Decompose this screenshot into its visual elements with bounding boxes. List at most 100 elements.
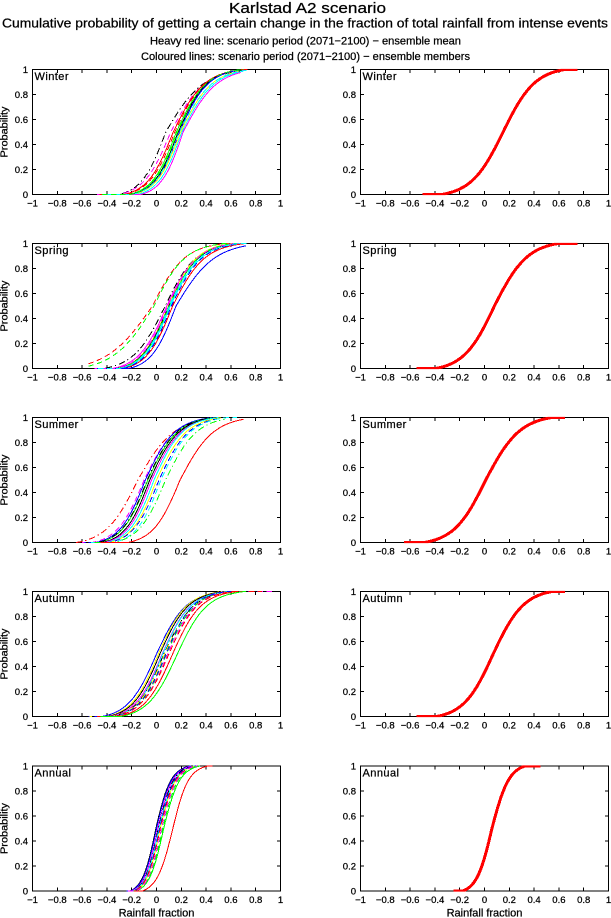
svg-text:−0.2: −0.2 bbox=[122, 895, 141, 906]
svg-text:−0.8: −0.8 bbox=[376, 546, 395, 557]
svg-text:0: 0 bbox=[154, 720, 159, 731]
svg-text:−1: −1 bbox=[27, 546, 38, 557]
svg-text:−0.4: −0.4 bbox=[426, 895, 445, 906]
svg-text:−0.8: −0.8 bbox=[376, 895, 395, 906]
svg-text:0.8: 0.8 bbox=[343, 786, 356, 797]
svg-text:0: 0 bbox=[23, 886, 28, 897]
svg-text:0.2: 0.2 bbox=[15, 687, 28, 698]
svg-text:1: 1 bbox=[23, 239, 28, 250]
svg-text:0.8: 0.8 bbox=[343, 612, 356, 623]
svg-text:−1: −1 bbox=[27, 372, 38, 383]
svg-text:−0.8: −0.8 bbox=[48, 895, 67, 906]
svg-text:1: 1 bbox=[351, 587, 356, 598]
svg-text:0.8: 0.8 bbox=[15, 786, 28, 797]
svg-text:−1: −1 bbox=[27, 895, 38, 906]
svg-text:0: 0 bbox=[482, 372, 487, 383]
svg-text:0.6: 0.6 bbox=[343, 463, 356, 474]
svg-text:−0.4: −0.4 bbox=[426, 372, 445, 383]
svg-text:0.4: 0.4 bbox=[15, 488, 28, 499]
svg-text:0.2: 0.2 bbox=[343, 339, 356, 350]
svg-text:0.8: 0.8 bbox=[577, 546, 590, 557]
svg-text:0.6: 0.6 bbox=[15, 115, 28, 126]
svg-text:0.2: 0.2 bbox=[175, 720, 188, 731]
svg-text:0: 0 bbox=[154, 372, 159, 383]
svg-text:0.4: 0.4 bbox=[199, 546, 212, 557]
svg-text:0.8: 0.8 bbox=[15, 264, 28, 275]
svg-text:1: 1 bbox=[278, 720, 283, 731]
svg-text:0.4: 0.4 bbox=[15, 662, 28, 673]
svg-text:1: 1 bbox=[351, 761, 356, 772]
svg-text:−1: −1 bbox=[27, 720, 38, 731]
svg-text:−0.8: −0.8 bbox=[376, 372, 395, 383]
svg-text:1: 1 bbox=[351, 65, 356, 76]
svg-text:Autumn: Autumn bbox=[35, 593, 76, 605]
svg-text:Winter: Winter bbox=[363, 71, 397, 83]
svg-text:1: 1 bbox=[278, 372, 283, 383]
svg-text:0.6: 0.6 bbox=[552, 372, 565, 383]
svg-text:0: 0 bbox=[351, 538, 356, 549]
svg-text:0.6: 0.6 bbox=[15, 811, 28, 822]
svg-text:0.6: 0.6 bbox=[552, 198, 565, 209]
svg-text:0.4: 0.4 bbox=[527, 198, 540, 209]
svg-text:0: 0 bbox=[23, 190, 28, 201]
svg-text:−1: −1 bbox=[27, 198, 38, 209]
svg-text:0: 0 bbox=[154, 895, 159, 906]
svg-text:0.6: 0.6 bbox=[224, 546, 237, 557]
svg-text:0.4: 0.4 bbox=[527, 895, 540, 906]
svg-text:−0.8: −0.8 bbox=[48, 198, 67, 209]
svg-text:0.4: 0.4 bbox=[343, 140, 356, 151]
svg-text:1: 1 bbox=[23, 413, 28, 424]
svg-text:0.2: 0.2 bbox=[343, 861, 356, 872]
svg-text:−0.2: −0.2 bbox=[122, 720, 141, 731]
svg-text:Rainfall fraction: Rainfall fraction bbox=[119, 908, 195, 918]
svg-text:−0.8: −0.8 bbox=[48, 546, 67, 557]
svg-text:1: 1 bbox=[23, 587, 28, 598]
svg-text:−0.2: −0.2 bbox=[122, 198, 141, 209]
svg-text:Spring: Spring bbox=[363, 245, 398, 257]
svg-text:0.6: 0.6 bbox=[224, 720, 237, 731]
svg-text:0.6: 0.6 bbox=[552, 720, 565, 731]
svg-text:0.4: 0.4 bbox=[343, 488, 356, 499]
svg-text:−0.2: −0.2 bbox=[122, 372, 141, 383]
svg-text:−0.8: −0.8 bbox=[48, 372, 67, 383]
svg-text:0.8: 0.8 bbox=[577, 372, 590, 383]
svg-text:0.8: 0.8 bbox=[249, 546, 262, 557]
svg-text:0: 0 bbox=[482, 546, 487, 557]
svg-text:0.2: 0.2 bbox=[175, 372, 188, 383]
svg-text:0: 0 bbox=[482, 720, 487, 731]
svg-text:1: 1 bbox=[278, 198, 283, 209]
svg-text:0.6: 0.6 bbox=[224, 895, 237, 906]
svg-text:−0.8: −0.8 bbox=[48, 720, 67, 731]
svg-text:1: 1 bbox=[606, 720, 611, 731]
svg-text:−0.2: −0.2 bbox=[450, 895, 469, 906]
svg-text:0: 0 bbox=[351, 364, 356, 375]
svg-text:0.6: 0.6 bbox=[224, 198, 237, 209]
svg-text:0.6: 0.6 bbox=[15, 637, 28, 648]
svg-text:Karlstad A2 scenario: Karlstad A2 scenario bbox=[229, 0, 386, 17]
svg-text:Probability: Probability bbox=[0, 454, 11, 506]
svg-text:0: 0 bbox=[351, 190, 356, 201]
svg-text:−1: −1 bbox=[355, 720, 366, 731]
svg-text:0.4: 0.4 bbox=[199, 895, 212, 906]
svg-text:0.4: 0.4 bbox=[343, 314, 356, 325]
svg-text:−0.6: −0.6 bbox=[73, 720, 92, 731]
svg-text:Probability: Probability bbox=[0, 106, 11, 158]
svg-text:−0.2: −0.2 bbox=[450, 198, 469, 209]
svg-text:Cumulative probability of gett: Cumulative probability of getting a cert… bbox=[2, 16, 609, 31]
svg-text:−1: −1 bbox=[355, 546, 366, 557]
svg-text:−0.6: −0.6 bbox=[401, 546, 420, 557]
svg-text:Probability: Probability bbox=[0, 280, 11, 332]
svg-text:Probability: Probability bbox=[0, 802, 11, 854]
svg-text:Autumn: Autumn bbox=[363, 593, 404, 605]
svg-text:Summer: Summer bbox=[363, 419, 407, 431]
svg-text:0.2: 0.2 bbox=[15, 513, 28, 524]
svg-text:0.2: 0.2 bbox=[175, 546, 188, 557]
svg-text:Annual: Annual bbox=[363, 768, 400, 780]
svg-text:0.4: 0.4 bbox=[199, 372, 212, 383]
svg-text:0.6: 0.6 bbox=[343, 811, 356, 822]
svg-text:0: 0 bbox=[23, 538, 28, 549]
svg-text:−0.4: −0.4 bbox=[426, 198, 445, 209]
svg-text:0: 0 bbox=[154, 198, 159, 209]
svg-text:0.2: 0.2 bbox=[175, 198, 188, 209]
svg-text:0.2: 0.2 bbox=[343, 165, 356, 176]
